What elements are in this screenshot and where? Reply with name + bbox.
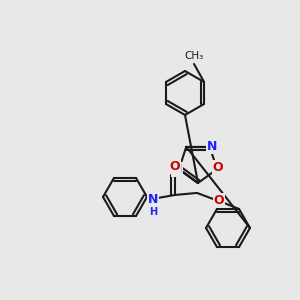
Text: O: O xyxy=(170,160,180,173)
Text: N: N xyxy=(172,163,182,176)
Text: N: N xyxy=(207,140,217,153)
Text: O: O xyxy=(213,161,223,174)
Text: N: N xyxy=(148,194,158,206)
Text: O: O xyxy=(214,194,224,207)
Text: CH₃: CH₃ xyxy=(184,51,204,61)
Text: H: H xyxy=(149,207,157,217)
